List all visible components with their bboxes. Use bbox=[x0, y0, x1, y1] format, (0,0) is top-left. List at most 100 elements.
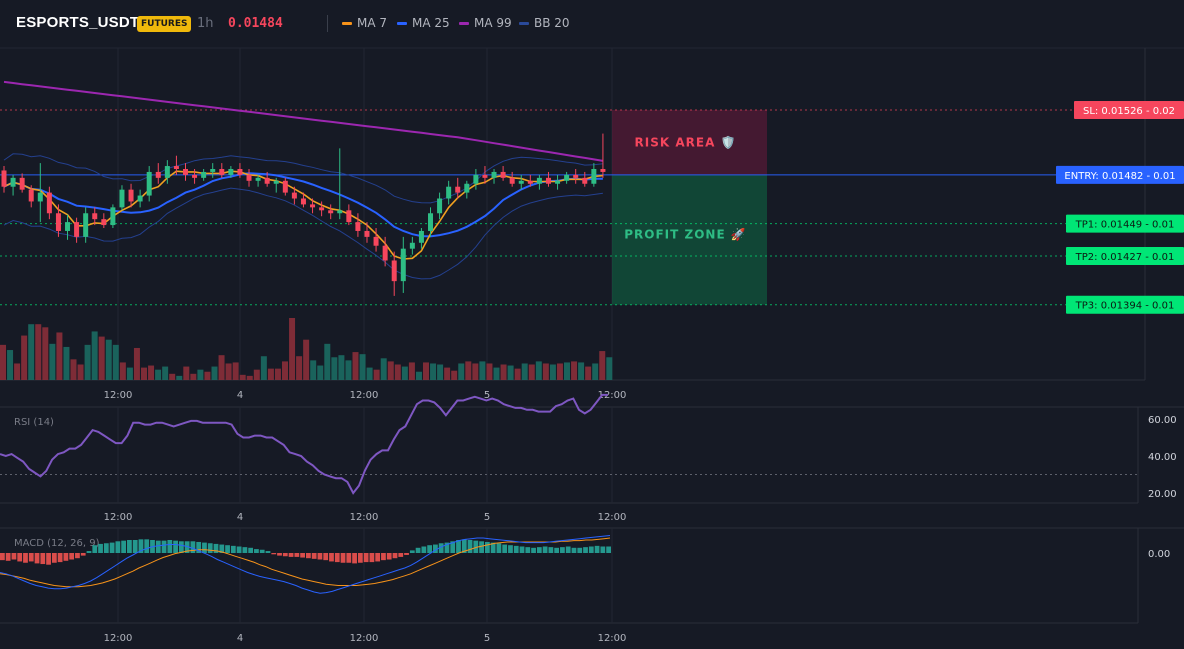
time-label: 12:00 bbox=[598, 633, 627, 644]
volume-bar bbox=[549, 364, 556, 380]
legend-ma25[interactable]: MA 25 bbox=[397, 16, 450, 30]
macd-histogram-bar bbox=[340, 553, 346, 563]
volume-bar bbox=[528, 364, 535, 380]
macd-histogram-bar bbox=[75, 553, 80, 559]
candle-body bbox=[337, 210, 343, 214]
macd-histogram-bar bbox=[28, 553, 34, 562]
rsi-pane: 60.00 40.00 20.00 bbox=[0, 393, 1177, 500]
candle-body bbox=[446, 186, 452, 199]
volume-bar bbox=[324, 343, 331, 380]
macd-histogram-bar bbox=[409, 550, 415, 553]
candle-body bbox=[46, 192, 52, 214]
candle-body bbox=[219, 168, 225, 175]
legend-ma7[interactable]: MA 7 bbox=[342, 16, 387, 30]
volume-bar bbox=[352, 352, 359, 380]
macd-histogram-bar bbox=[461, 539, 467, 553]
macd-histogram-bar bbox=[311, 553, 317, 559]
volume-bar bbox=[84, 344, 91, 380]
volume-bar bbox=[98, 336, 105, 380]
legend-ma99[interactable]: MA 99 bbox=[459, 16, 512, 30]
volume-bar bbox=[373, 369, 380, 380]
price-tag-bg-sl bbox=[1074, 100, 1184, 119]
macd-histogram-bar bbox=[115, 541, 121, 553]
candle-body bbox=[391, 260, 397, 282]
macd-histogram-bar bbox=[381, 553, 386, 561]
candle-body bbox=[246, 174, 252, 181]
ma99-line bbox=[3, 80, 604, 162]
macd-histogram-bar bbox=[46, 553, 51, 565]
volume-bar bbox=[21, 335, 28, 380]
candle-body bbox=[346, 210, 352, 223]
candle-body bbox=[600, 168, 606, 172]
macd-histogram-bar bbox=[225, 545, 230, 553]
legend-bb20[interactable]: BB 20 bbox=[519, 16, 570, 30]
bollinger-bands bbox=[3, 153, 603, 280]
price-tag-tp2[interactable]: TP2: 0.01427 - 0.01 bbox=[1066, 247, 1184, 266]
macd-histogram-bar bbox=[288, 553, 294, 557]
volume-bar bbox=[486, 363, 493, 380]
macd-histogram-bar bbox=[479, 541, 484, 553]
candle-body bbox=[500, 171, 506, 178]
volume-bar bbox=[423, 362, 429, 380]
price-tags: SL: 0.01526 - 0.02 ENTRY: 0.01482 - 0.01 T… bbox=[1056, 100, 1184, 314]
volume-bar bbox=[500, 364, 507, 380]
macd-histogram-bar bbox=[565, 546, 571, 553]
candle-body bbox=[555, 180, 561, 184]
timeframe-label[interactable]: 1h bbox=[197, 16, 214, 31]
legend-label-ma99: MA 99 bbox=[474, 16, 512, 30]
volume-bar bbox=[183, 366, 190, 380]
volume-bar bbox=[141, 367, 147, 380]
candle-body bbox=[201, 171, 207, 178]
price-tag-tp3[interactable]: TP3: 0.01394 - 0.01 bbox=[1066, 295, 1184, 314]
macd-histogram-bar bbox=[173, 540, 178, 553]
price-tag-tp1[interactable]: TP1: 0.01449 - 0.01 bbox=[1066, 214, 1184, 233]
volume-bar bbox=[70, 359, 77, 380]
volume-bar bbox=[387, 361, 394, 380]
candle-body bbox=[536, 177, 542, 184]
macd-histogram-bar bbox=[69, 553, 75, 560]
time-label: 12:00 bbox=[350, 390, 379, 401]
macd-histogram-bar bbox=[369, 553, 375, 563]
time-label: 4 bbox=[237, 390, 243, 401]
volume-bar bbox=[126, 367, 133, 380]
candle-body bbox=[101, 219, 107, 226]
price-tag-bg-entry bbox=[1056, 165, 1184, 184]
price-tag-entry[interactable]: ENTRY: 0.01482 - 0.01 bbox=[1056, 165, 1184, 184]
macd-histogram-bar bbox=[17, 553, 23, 562]
candle-body bbox=[164, 166, 170, 178]
candle-body bbox=[564, 174, 570, 181]
candle-body bbox=[83, 213, 89, 237]
volume-bar bbox=[338, 355, 345, 380]
symbol-label[interactable]: ESPORTS_USDT bbox=[16, 14, 140, 31]
candle-body bbox=[591, 168, 597, 184]
volume-bar bbox=[592, 363, 599, 380]
time-label: 12:00 bbox=[104, 390, 133, 401]
volume-bar bbox=[310, 360, 317, 380]
candle-body bbox=[255, 177, 261, 181]
macd-histogram-bar bbox=[242, 547, 248, 553]
volume-bar bbox=[91, 331, 98, 380]
macd-histogram-bar bbox=[473, 540, 479, 553]
candle-body bbox=[1, 170, 7, 187]
volume-bar bbox=[556, 363, 563, 380]
candle-body bbox=[291, 192, 297, 199]
volume-bar bbox=[408, 362, 415, 380]
risk-area-label: RISK AREA 🛡️ bbox=[635, 135, 737, 149]
volume-bar bbox=[169, 373, 176, 380]
macd-histogram-bar bbox=[282, 553, 288, 557]
candle-body bbox=[545, 177, 551, 184]
volume-bar bbox=[133, 347, 140, 380]
macd-histogram-bar bbox=[346, 553, 352, 563]
candle-body bbox=[28, 189, 34, 202]
price-tag-bg-tp3 bbox=[1066, 295, 1184, 314]
legend-swatch-bb20 bbox=[519, 21, 529, 25]
volume-bar bbox=[380, 358, 387, 380]
price-tag-sl[interactable]: SL: 0.01526 - 0.02 bbox=[1074, 100, 1184, 119]
legend-label-ma7: MA 7 bbox=[357, 16, 388, 30]
candle-body bbox=[319, 207, 325, 211]
volume-bar bbox=[331, 357, 338, 380]
macd-histogram-bar bbox=[588, 546, 594, 553]
volume-bar bbox=[394, 364, 401, 380]
macd-histogram-bar bbox=[329, 553, 334, 562]
